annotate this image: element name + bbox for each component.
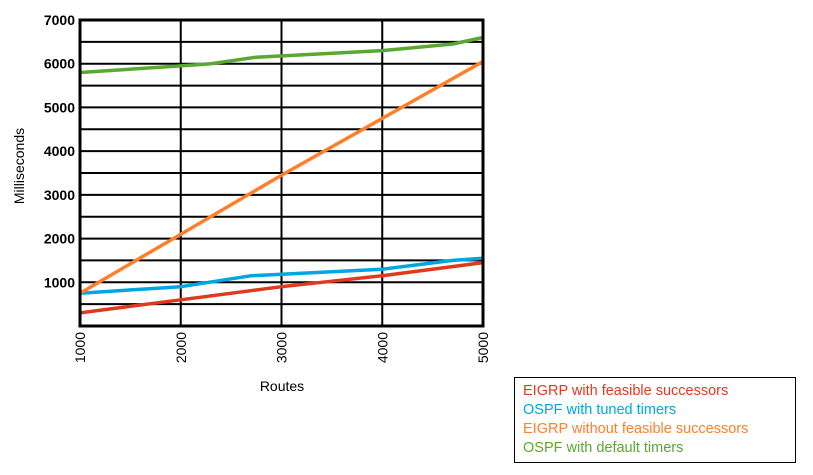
y-tick-label: 4000 <box>44 143 75 159</box>
x-tick-label: 2000 <box>173 332 189 363</box>
y-tick-label: 1000 <box>44 274 75 290</box>
series-line-1 <box>79 256 484 295</box>
x-tick-label: 5000 <box>475 332 491 363</box>
legend-item-ospf-default: OSPF with default timers <box>523 439 795 458</box>
series-line-2 <box>79 59 484 295</box>
legend-item-eigrp-fs: EIGRP with feasible successors <box>523 382 795 401</box>
series-line-3 <box>79 35 484 75</box>
legend-item-eigrp-no-fs: EIGRP without feasible successors <box>523 420 795 439</box>
legend-item-prefix: EIGRP <box>523 421 568 437</box>
y-tick-label: 6000 <box>44 56 75 72</box>
y-tick-label: 7000 <box>44 12 75 28</box>
legend-item-suffix: with feasible successors <box>567 383 729 399</box>
x-tick-labels: 1000 2000 3000 4000 5000 <box>72 332 491 363</box>
series-lines <box>79 35 484 315</box>
x-tick-label: 3000 <box>274 332 290 363</box>
y-tick-label: 2000 <box>44 231 75 247</box>
x-tick-label: 1000 <box>72 332 88 363</box>
y-tick-label: 5000 <box>44 99 75 115</box>
legend: EIGRP with feasible successors OSPF with… <box>514 377 796 463</box>
y-tick-label: 3000 <box>44 187 75 203</box>
grid-lines <box>80 20 483 326</box>
plot-frame <box>78 18 485 328</box>
x-tick-label: 4000 <box>374 332 390 363</box>
legend-item-prefix: OSPF <box>523 440 563 456</box>
y-tick-labels: 1000 2000 3000 4000 5000 6000 7000 <box>44 12 75 290</box>
legend-item-suffix: with tuned timers <box>562 402 677 418</box>
legend-item-prefix: EIGRP <box>523 383 568 399</box>
legend-item-suffix: with default timers <box>562 440 684 456</box>
legend-item-prefix: OSPF <box>523 402 563 418</box>
x-axis-label: Routes <box>260 378 304 394</box>
series-line-0 <box>79 260 484 315</box>
legend-item-suffix: without feasible successors <box>567 421 749 437</box>
legend-item-ospf-tuned: OSPF with tuned timers <box>523 401 795 420</box>
y-axis-label: Milliseconds <box>11 128 27 204</box>
